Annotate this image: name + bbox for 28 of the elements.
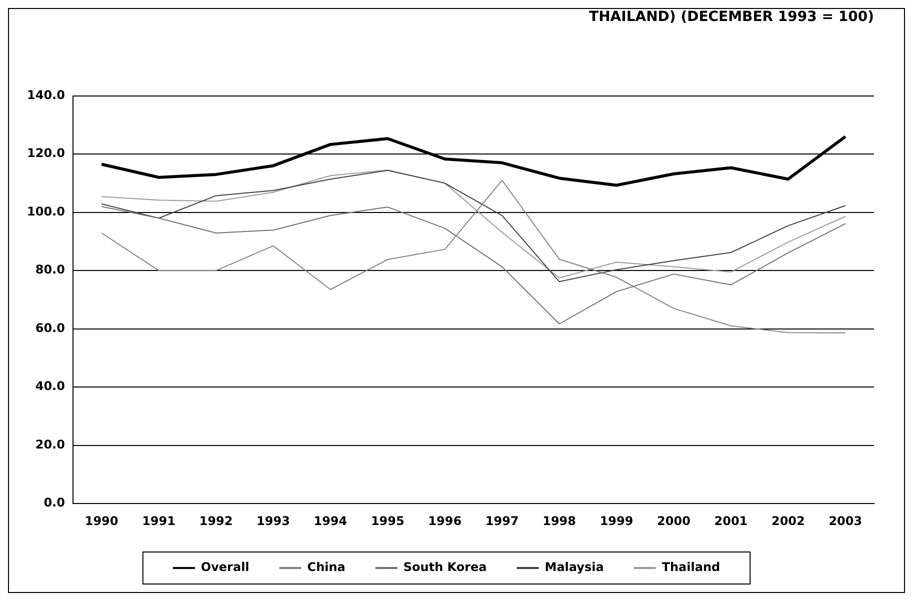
legend-label: Overall (200, 560, 250, 574)
y-tick-label: 60.0 (35, 320, 65, 335)
x-tick-label: 2003 (828, 514, 862, 528)
x-tick-label: 2000 (657, 514, 690, 528)
x-tick-label: 2002 (771, 514, 805, 528)
legend-label: China (307, 560, 346, 574)
y-tick-label: 40.0 (35, 379, 65, 394)
x-tick-label: 1995 (370, 514, 404, 528)
y-tick-label: 100.0 (26, 204, 65, 218)
y-tick-label: 0.0 (44, 496, 65, 510)
legend-label: Thailand (662, 560, 720, 574)
y-tick-label: 20.0 (35, 437, 65, 452)
x-tick-label: 1992 (199, 514, 233, 528)
chart-title: THAILAND) (DECEMBER 1993 = 100) (589, 9, 874, 26)
x-tick-label: 2001 (714, 514, 748, 528)
x-tick-label: 1999 (600, 514, 634, 528)
x-tick-label: 1994 (314, 514, 348, 528)
x-tick-label: 1990 (84, 514, 118, 528)
y-tick-label: 140.0 (26, 88, 65, 102)
legend-label: Malaysia (544, 560, 604, 574)
y-tick-label: 120.0 (26, 146, 65, 160)
y-tick-label: 80.0 (35, 262, 65, 277)
x-tick-label: 1996 (428, 514, 462, 528)
x-tick-label: 1997 (485, 514, 519, 528)
x-tick-label: 1998 (542, 514, 576, 528)
x-tick-label: 1993 (256, 514, 290, 528)
x-tick-label: 1991 (142, 514, 176, 528)
legend-label: South Korea (403, 560, 487, 574)
